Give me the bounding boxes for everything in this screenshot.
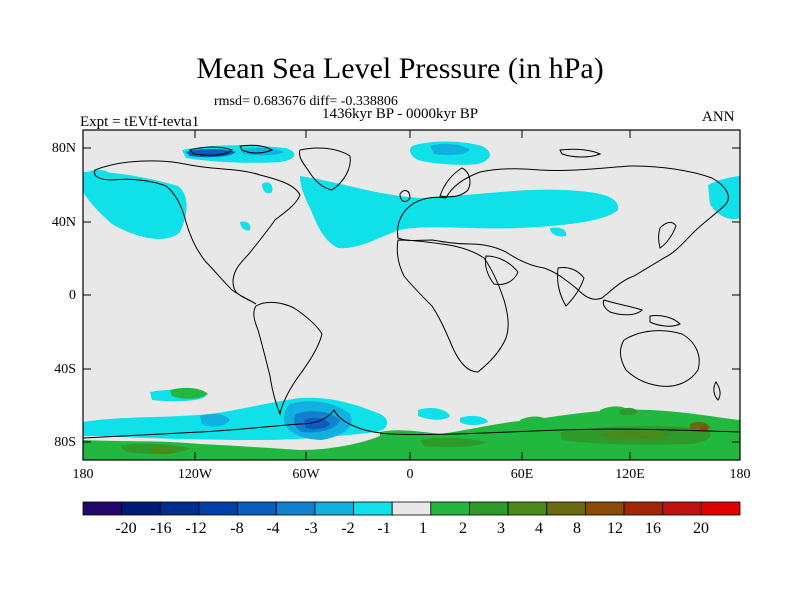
colorbar-label: 8: [573, 520, 581, 537]
map-background: [83, 130, 740, 460]
strong-positive-anomaly: [150, 447, 176, 455]
positive-anomaly-region: [170, 387, 208, 399]
colorbar-label: -12: [185, 520, 207, 537]
lat-tick-label: 0: [69, 288, 76, 303]
time-period: 1436kyr BP - 0000kyr BP: [322, 106, 479, 122]
colorbar-label: -2: [341, 520, 355, 537]
strong-positive-anomaly: [420, 437, 486, 448]
strong-positive-anomaly: [700, 425, 708, 431]
lat-tick-label: 40N: [51, 215, 76, 230]
lon-tick-label: 120W: [177, 467, 213, 482]
colorbar-box: [662, 501, 702, 516]
pressure-anomaly-shading: [83, 141, 740, 460]
colorbar-label: -8: [230, 520, 244, 537]
negative-anomaly-region: [300, 176, 619, 249]
colorbar-box: [430, 501, 470, 516]
colorbar-label: -4: [266, 520, 280, 537]
experiment-label: Expt = tEVtf-tevta1: [80, 114, 200, 130]
colorbar-box: [198, 501, 238, 516]
strong-negative-anomaly: [430, 143, 470, 156]
colorbar-box: [700, 501, 741, 516]
colorbar: [82, 501, 741, 516]
colorbar-box: [237, 501, 277, 516]
lon-tick-label: 120E: [615, 467, 645, 482]
colorbar-box: [623, 501, 664, 516]
season-label: ANN: [702, 109, 735, 125]
negative-anomaly-region: [83, 171, 187, 239]
coastlines: [83, 144, 740, 439]
colorbar-box: [121, 501, 161, 516]
negative-anomaly-region: [262, 182, 273, 194]
colorbar-box: [275, 501, 316, 516]
negative-anomaly-region: [418, 408, 450, 420]
lon-tick-label: 60W: [292, 467, 320, 482]
strong-negative-anomaly: [186, 149, 236, 158]
colorbar-label: 1: [419, 520, 427, 537]
lon-tick-label: 60E: [510, 467, 534, 482]
negative-anomaly-region: [550, 227, 567, 237]
strong-negative-anomaly: [304, 417, 330, 430]
lat-tick-label: 40S: [54, 362, 76, 377]
colorbar-label: 16: [645, 520, 661, 537]
colorbar-label: 3: [497, 520, 505, 537]
strong-positive-anomaly: [620, 407, 638, 416]
colorbar-box: [546, 501, 586, 516]
rmsd-diff-stats: rmsd= 0.683676 diff= -0.338806: [214, 94, 398, 109]
negative-anomaly-region: [240, 221, 251, 231]
lat-tick-label: 80N: [51, 141, 76, 156]
colorbar-label: -16: [150, 520, 172, 537]
colorbar-label: 2: [459, 520, 467, 537]
colorbar-label: 12: [607, 520, 623, 537]
lon-tick-label: 0: [406, 467, 414, 482]
positive-anomaly-region: [380, 409, 740, 460]
negative-anomaly-region: [460, 415, 488, 425]
colorbar-label: -20: [115, 520, 137, 537]
colorbar-box: [82, 501, 123, 516]
positive-anomaly-region: [520, 416, 552, 429]
negative-anomaly-region: [708, 176, 740, 220]
colorbar-box: [585, 501, 625, 516]
chart-title: Mean Sea Level Pressure (in hPa): [196, 52, 604, 85]
lon-tick-label: 180: [72, 467, 94, 482]
strong-negative-anomaly: [200, 413, 230, 427]
colorbar-box: [507, 501, 548, 516]
colorbar-label: -3: [304, 520, 318, 537]
colorbar-label: -1: [377, 520, 391, 537]
lon-tick-label: 180: [729, 467, 751, 482]
strong-positive-anomaly: [600, 431, 670, 440]
colorbar-label: 20: [693, 520, 709, 537]
colorbar-box: [314, 501, 354, 516]
colorbar-box: [469, 501, 509, 516]
axis-ticks: [83, 130, 740, 460]
colorbar-box: [353, 501, 393, 516]
colorbar-label: 4: [535, 520, 543, 537]
strong-negative-anomaly: [240, 147, 284, 156]
colorbar-box: [391, 501, 432, 516]
lat-tick-label: 80S: [54, 435, 76, 450]
colorbar-box: [159, 501, 200, 516]
